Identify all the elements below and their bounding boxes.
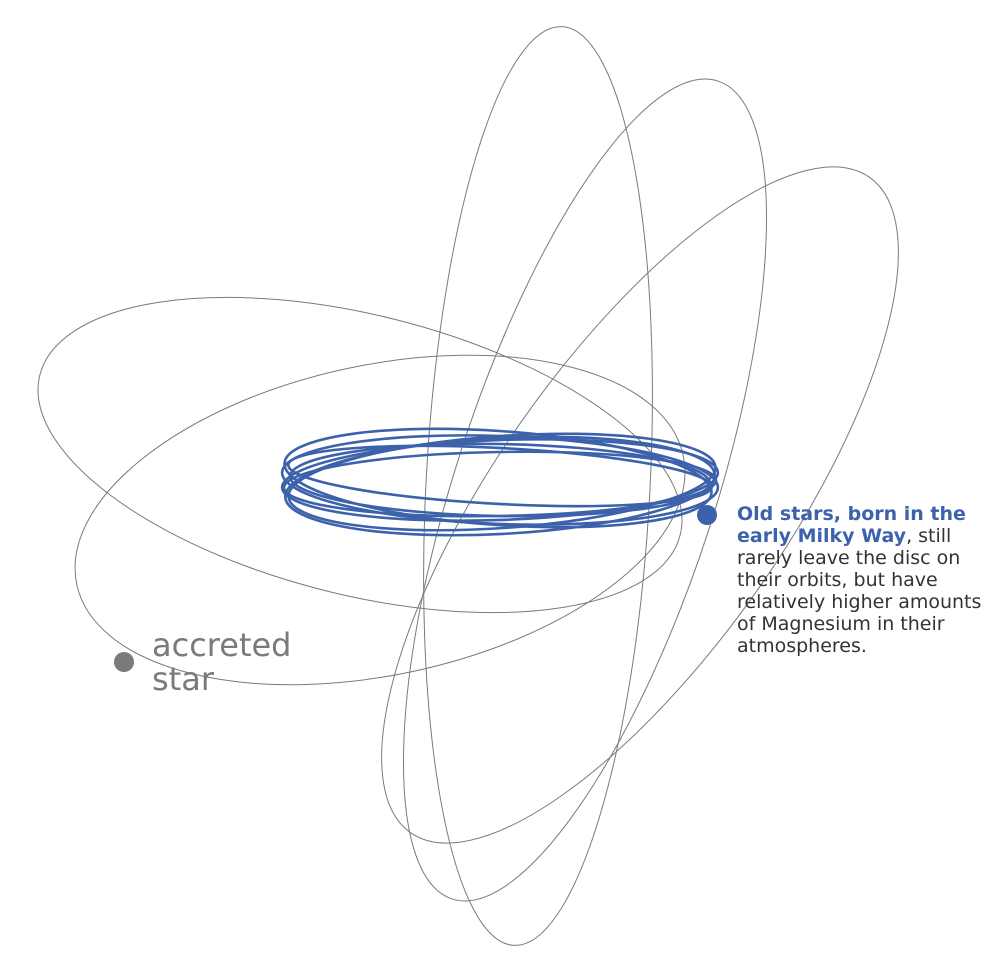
old-orbit-4	[287, 432, 717, 532]
accreted-orbit-loop-2	[402, 78, 768, 902]
old-stars-description: Old stars, born in the early Milky Way, …	[737, 503, 997, 657]
old-stars-comma: ,	[906, 525, 913, 547]
accreted-star-label: accreted star	[152, 628, 291, 696]
accreted-orbit-loop-4	[37, 296, 683, 614]
old-stars-highlight: Old stars, born in the early Milky Way	[737, 503, 966, 547]
old-orbit-6	[282, 450, 718, 518]
old-orbit-3	[283, 427, 713, 529]
accreted-star-marker	[114, 652, 134, 672]
old-orbit-2	[280, 438, 720, 522]
accreted-star-label-line1: accreted	[152, 626, 292, 664]
old-orbit-8	[283, 435, 717, 537]
old-star-orbits	[280, 427, 720, 537]
accreted-orbit-loop-3	[381, 166, 899, 844]
accreted-orbit-loop-1	[423, 26, 653, 946]
accreted-orbit-loop-5	[74, 354, 686, 686]
accreted-star-orbits	[37, 26, 899, 946]
accreted-star-label-line2: star	[152, 660, 214, 698]
old-orbit-7	[286, 444, 714, 508]
old-star-marker	[697, 505, 717, 525]
old-stars-body: still rarely leave the disc on their orb…	[737, 525, 982, 657]
